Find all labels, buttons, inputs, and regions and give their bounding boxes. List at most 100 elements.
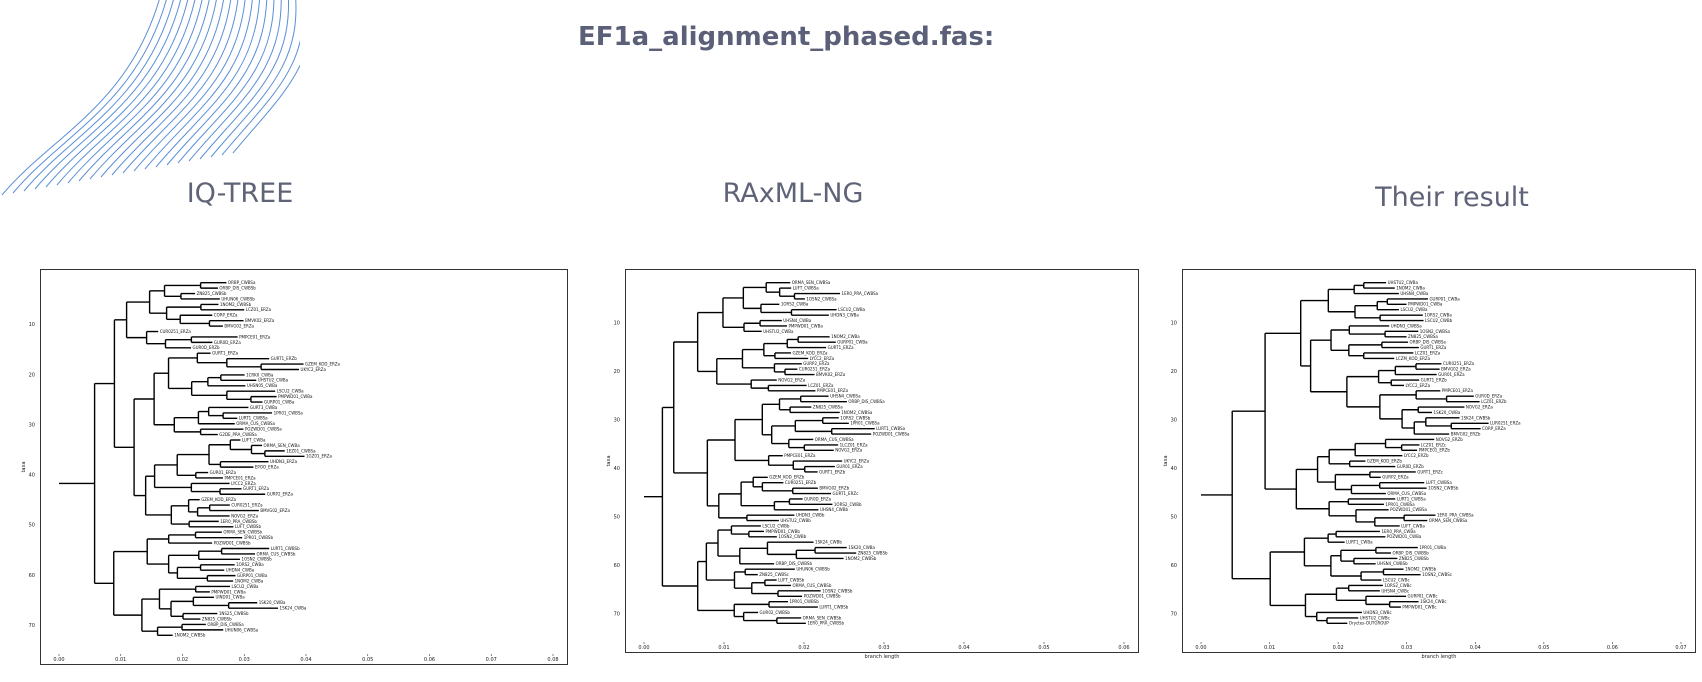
- leaf-label: LURT1_CWBSb: [819, 604, 848, 609]
- leaf-label: UHSTU2_CWBb: [780, 518, 811, 523]
- wave-line: [188, 0, 282, 162]
- y-tick-label: 20: [614, 369, 620, 375]
- leaf-label: LUFT_CWBSa: [793, 286, 820, 291]
- leaf-label: GURT1_ERZc: [833, 491, 859, 496]
- x-tick-label: 0.04: [300, 657, 311, 663]
- leaf-label: UKYC2_ERZa: [301, 367, 327, 372]
- leaf-label: UHDN3_CWBSa: [1391, 323, 1423, 328]
- leaf-label: 1NOM2_CWBSb: [174, 633, 206, 638]
- leaf-label: BMVG02_ERZb: [1451, 431, 1481, 436]
- leaf-label: G2DE_PRA_CWBSa: [219, 432, 257, 437]
- leaf-label: BMVK02_ERZa: [816, 372, 846, 377]
- leaf-label: UHDN3_ERZa: [270, 459, 298, 464]
- leaf-label: 1SK24_CWBa: [280, 606, 307, 611]
- x-tick-label: 0.08: [547, 657, 558, 663]
- panel-label-their-result: Their result: [1375, 182, 1529, 213]
- leaf-label: 1OSN2_CWBSb: [241, 557, 272, 562]
- y-tick-label: 20: [29, 372, 35, 378]
- leaf-label: PMPWD01_CWBc: [1402, 604, 1436, 609]
- y-tick-label: 10: [1171, 320, 1177, 326]
- leaf-label: ORMA_SEN_CWBSa: [1429, 518, 1468, 523]
- leaf-label: 1OSN2_CWBSb: [1428, 486, 1459, 491]
- leaf-label: LSCU2_CWBa: [1400, 307, 1428, 312]
- leaf-label: GUR0D_ERZa: [214, 340, 241, 345]
- leaf-label: LURT1_CWBSa: [239, 416, 268, 421]
- y-tick-label: 60: [29, 573, 35, 579]
- leaf-label: 1ORS2_CWBa: [781, 302, 809, 307]
- wave-line: [12, 0, 167, 194]
- leaf-label: CUR0251_ERZa: [1443, 361, 1475, 366]
- leaf-label: CORP_ERZa: [1482, 426, 1506, 431]
- wave-line: [122, 0, 239, 174]
- leaf-label: GURT1_ERZa: [243, 486, 270, 491]
- y-tick-label: 20: [1171, 369, 1177, 375]
- x-tick-label: 0.05: [1538, 645, 1549, 651]
- leaf-label: NOVG2_ERZa: [231, 513, 258, 518]
- tree-plot-iqtree: ORBP_CWBSaORBP_DIS_CWBSbZN825_CWBSbUHUN0…: [21, 280, 559, 663]
- leaf-label: LSCU2_CWBa: [232, 584, 260, 589]
- tree-plot-their-result: UHSTU2_CWBa1NOM2_CWBaUHSN4_CWBaGURP01_CW…: [1163, 280, 1687, 660]
- leaf-label: ORMA_CUS_CWBSa: [1387, 491, 1426, 496]
- leaf-label: UHSN4_CWBSb: [1377, 561, 1408, 566]
- x-tick-label: 0.07: [1675, 645, 1686, 651]
- leaf-label: GURP2_ERZa: [803, 361, 830, 366]
- leaf-label: UHUN06_CWBSb: [796, 567, 830, 572]
- leaf-label: ZN825_CWBSa: [1408, 334, 1438, 339]
- leaf-label: 1NOM2_CWBSb: [1405, 567, 1437, 572]
- leaf-label: ORBP_DIS_CWBSb: [776, 561, 813, 566]
- leaf-label: 1PR01_CWBSa: [1385, 502, 1415, 507]
- leaf-label: LUFT_CWBa: [1401, 523, 1425, 528]
- leaf-label: LURT1_CWBSa: [1397, 496, 1426, 501]
- leaf-label: PMPCE01_ERZa: [817, 388, 849, 393]
- leaf-label: UHUN06_CWBSb: [221, 296, 255, 301]
- leaf-label: LCZ01_ERZb: [1481, 399, 1507, 404]
- tree-panel-raxml: ORMA_SEN_CWBSa LUFT_CWBSa 1ER0_PRA_CWBSa 1O…: [606, 269, 1139, 660]
- leaf-label: ORBP_DIS_CWBSb: [219, 286, 256, 291]
- y-tick-label: 50: [1171, 514, 1177, 520]
- wave-line: [45, 0, 189, 188]
- y-tick-label: 40: [1171, 466, 1177, 472]
- leaf-label: ORMA_SEN_CWBSb: [223, 530, 262, 535]
- leaf-label: GURT1_ERZa: [212, 351, 239, 356]
- leaf-label: 1GZ01_ERZa: [306, 454, 333, 459]
- leaf-label: 1NOM2_CWBa: [1396, 286, 1425, 291]
- leaf-label: UHSN4_CWBa: [783, 318, 812, 323]
- leaf-label: UHSN4_CWBa: [1400, 291, 1429, 296]
- y-tick-label: 50: [29, 523, 35, 529]
- leaf-label: LCZ01_ERZa: [1415, 350, 1441, 355]
- x-axis-label: branch length: [1422, 654, 1457, 660]
- wave-line: [67, 0, 203, 184]
- leaf-label: ORMA_CUS_CWBSa: [236, 421, 275, 426]
- x-tick-label: 0.06: [1118, 645, 1129, 651]
- leaf-label: UHSTU2_CWBa: [763, 329, 794, 334]
- x-tick-label: 0.01: [718, 645, 729, 651]
- leaf-label: 1PR01_CWBa: [1419, 545, 1446, 550]
- leaf-label: LUFT_CWBa: [242, 437, 266, 442]
- leaf-label: GURT1_ERZa: [1420, 345, 1447, 350]
- x-tick-label: 0.04: [958, 645, 969, 651]
- x-tick-label: 0.05: [362, 657, 373, 663]
- x-tick-label: 0.02: [798, 645, 809, 651]
- x-tick-label: 0.04: [1470, 645, 1481, 651]
- wave-line: [111, 0, 232, 176]
- wave-line: [166, 0, 268, 166]
- leaf-label: PMPWD01_CWBa: [278, 394, 313, 399]
- leaf-label: UKYC2_ERZa: [844, 459, 870, 464]
- wave-line: [144, 0, 253, 170]
- leaf-label: NOVG2_ERZa: [1466, 404, 1493, 409]
- leaf-label: UHSN4_CWBc: [1381, 588, 1409, 593]
- leaf-label: LUFT_CWBSb: [778, 577, 805, 582]
- leaf-label: LYCC2_ERZa: [231, 481, 256, 486]
- leaf-label: GURP2_ERZa: [267, 492, 294, 497]
- y-tick-label: 10: [29, 322, 35, 328]
- leaf-label: ORMA_CUS_CWBSb: [257, 551, 296, 556]
- leaf-label: BMVG02_ERZa: [224, 324, 254, 329]
- tree-panel-iqtree: ORBP_CWBSa ORBP_DIS_CWBSb ZN825_CWBSb UHUN0…: [21, 269, 568, 665]
- leaf-label: GURT1_ERZb: [1421, 377, 1448, 382]
- leaf-label: 1ER0_PRA_CWBa: [1381, 529, 1416, 534]
- leaf-label: POZWD01_CWBSb: [214, 540, 251, 545]
- leaf-label: GURP01_CWBa: [837, 340, 868, 345]
- y-tick-label: 60: [1171, 563, 1177, 569]
- leaf-label: GZEM_KOD_ERZb: [1367, 459, 1402, 464]
- x-tick-label: 0.00: [1195, 645, 1206, 651]
